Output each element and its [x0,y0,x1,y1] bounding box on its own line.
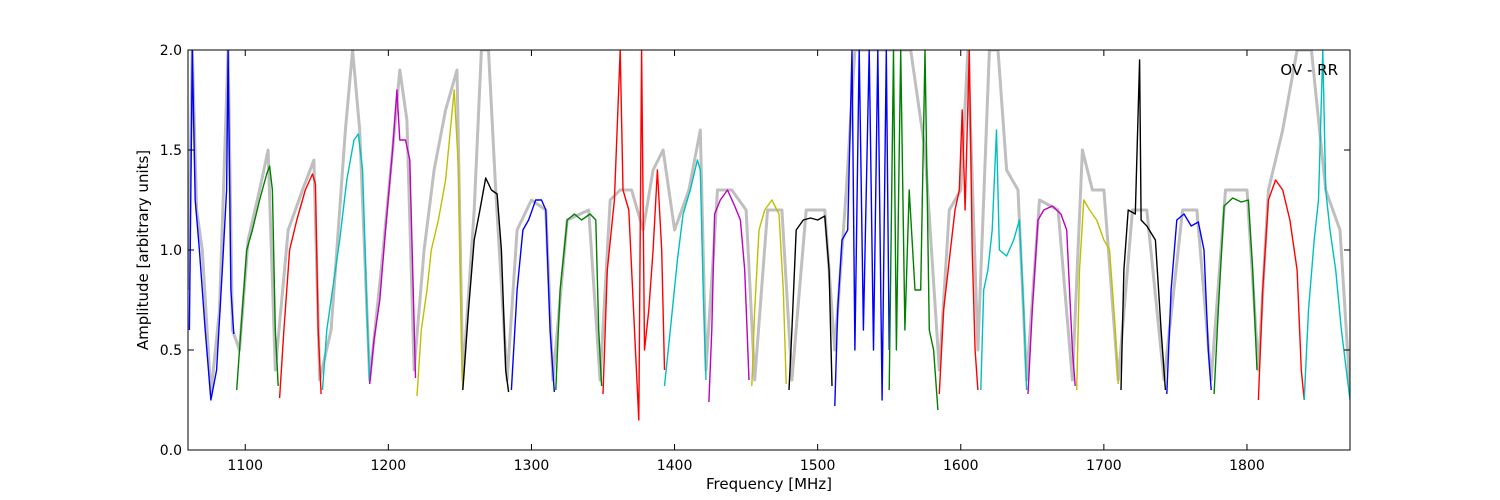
subband-line-7 [462,177,510,393]
x-tick-label: 1400 [657,458,693,474]
y-axis: 0.0 0.5 1.0 1.5 2.0 [160,43,1350,459]
subband-line-6 [416,89,464,397]
x-axis-label: Frequency [MHz] [706,475,832,493]
subband-line-4 [321,133,371,391]
subband-line-9 [555,213,603,391]
x-tick-label: 1600 [943,458,979,474]
subband-line-16 [888,50,939,411]
subband-line-25 [1303,50,1350,401]
subband-line-14 [788,215,833,391]
plot-background [188,50,1350,450]
subband-line-11 [663,159,707,387]
y-tick-label: 1.0 [160,243,182,259]
y-tick-label: 1.5 [160,143,182,159]
subband-line-2 [236,165,279,391]
chart-annotation: OV - RR [1280,61,1338,79]
background-band-layer [188,50,1350,396]
subband-line-12 [708,189,750,403]
subband-line-3 [278,173,322,399]
x-tick-label: 1300 [514,458,550,474]
subband-line-5 [369,89,417,385]
x-tick-label: 1700 [1086,458,1122,474]
subband-line-13 [751,199,787,387]
y-tick-label: 0.5 [160,343,182,359]
x-axis: 1100 1200 1300 1400 1500 1600 1700 1800 [227,50,1265,474]
subband-line-21 [1120,59,1167,391]
subband-line-15 [834,50,890,407]
x-tick-label: 1200 [371,458,407,474]
background-envelope-line [188,50,1350,396]
y-axis-label: Amplitude [arbitrary units] [134,150,152,350]
y-tick-label: 2.0 [160,43,182,59]
subband-line-18 [980,129,1028,391]
x-tick-label: 1800 [1229,458,1265,474]
x-tick-label: 1100 [227,458,263,474]
subband-line-10 [602,50,666,421]
subband-line-24 [1257,179,1305,401]
subband-line-1 [188,50,235,401]
subband-line-20 [1076,199,1119,391]
subband-line-19 [1027,205,1076,395]
subband-line-22 [1166,213,1212,395]
subband-line-8 [510,199,555,393]
series-layer [188,50,1350,421]
x-tick-label: 1500 [800,458,836,474]
subband-line-23 [1213,197,1258,395]
y-tick-label: 0.0 [160,443,182,459]
subband-line-17 [938,50,979,395]
